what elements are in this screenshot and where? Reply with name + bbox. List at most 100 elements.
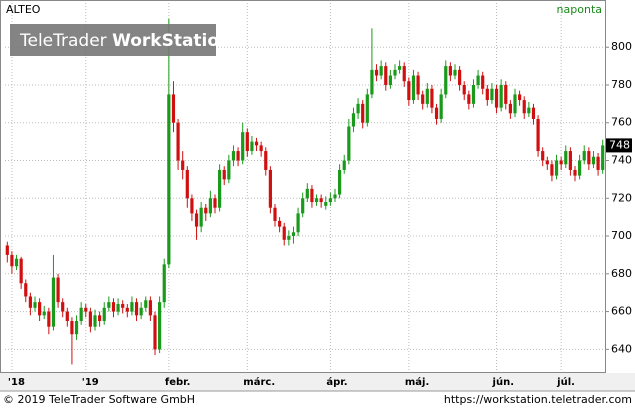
candle-body: [481, 75, 485, 89]
candle-body: [374, 69, 379, 76]
x-tick-label: '18: [8, 377, 25, 388]
watermark: TeleTrader WorkStation: [19, 31, 231, 51]
candle-body: [130, 302, 134, 312]
candle-body: [494, 88, 499, 108]
candle-body: [291, 232, 296, 237]
x-tick-label: jún.: [492, 376, 514, 388]
candle-body: [462, 84, 466, 95]
candle-body: [38, 302, 42, 316]
candle-body: [33, 302, 37, 308]
candle-body: [333, 194, 337, 199]
candle-body: [351, 113, 356, 127]
x-tick-label: ápr.: [326, 376, 347, 388]
candle-body: [582, 151, 586, 161]
candle-body: [236, 151, 240, 161]
candle-body: [176, 122, 180, 161]
candle-body: [171, 94, 176, 123]
candle-body: [430, 88, 434, 108]
candle-body: [116, 304, 120, 312]
candle-body: [393, 69, 397, 76]
chart-title: ALTEO: [6, 3, 41, 16]
candle-body: [70, 321, 74, 335]
candle-body: [74, 321, 79, 335]
candle-body: [444, 66, 448, 95]
candle-body: [79, 307, 83, 322]
candle-body: [370, 69, 374, 95]
candle-body: [65, 311, 69, 322]
candle-body: [338, 169, 342, 195]
candle-body: [518, 94, 522, 101]
candle-body: [213, 198, 217, 208]
candle-body: [425, 88, 429, 104]
y-tick-label: 700: [611, 229, 632, 242]
candle-body: [93, 315, 97, 327]
candle-body: [587, 151, 591, 165]
candle-body: [250, 141, 254, 152]
x-tick-label: márc.: [243, 376, 275, 388]
y-tick-label: 720: [611, 191, 632, 204]
candle-body: [24, 283, 28, 297]
candle-body: [305, 188, 309, 199]
candle-body: [342, 160, 346, 170]
candle-body: [153, 315, 157, 350]
candle-body: [222, 169, 226, 180]
candle-body: [296, 213, 300, 233]
candle-body: [458, 69, 462, 85]
last-price-box: [606, 138, 632, 153]
candle-body: [319, 198, 323, 203]
interval: naponta: [557, 3, 602, 16]
candle-body: [508, 103, 512, 114]
candle-body: [541, 151, 545, 161]
candle-body: [10, 254, 14, 267]
candle-body: [264, 151, 268, 170]
y-tick-label: 760: [611, 116, 632, 129]
candle-body: [51, 277, 56, 327]
candle-body: [278, 220, 282, 227]
candle-body: [56, 277, 60, 303]
candle-body: [347, 126, 351, 161]
candle-body: [204, 207, 208, 214]
footer-right: https://workstation.teletrader.com: [444, 393, 632, 406]
candle-body: [158, 302, 162, 350]
candle-body: [384, 66, 388, 85]
watermark-brand: TeleTrader: [19, 31, 107, 51]
footer-left: © 2019 TeleTrader Software GmbH: [3, 393, 195, 406]
candle-body: [550, 164, 554, 176]
candle-body: [591, 156, 596, 165]
x-tick-label: máj.: [405, 376, 429, 388]
candle-body: [231, 151, 236, 161]
candle-body: [181, 160, 185, 170]
candle-body: [504, 84, 508, 104]
candle-body: [190, 198, 194, 214]
watermark-product: WorkStation: [112, 31, 231, 51]
candle-body: [259, 145, 263, 152]
plot: [5, 0, 605, 372]
candle-body: [287, 236, 291, 240]
candle-body: [328, 198, 332, 203]
candle-body: [439, 94, 443, 119]
candle-body: [208, 198, 212, 214]
candle-body: [573, 169, 577, 176]
candle-body: [47, 311, 51, 327]
candle-body: [324, 202, 328, 206]
candle-body: [411, 75, 416, 101]
candle-body: [388, 75, 392, 85]
candle-body: [310, 188, 314, 203]
candle-body: [453, 69, 457, 76]
candle-body: [527, 107, 531, 114]
candle-body: [513, 94, 517, 114]
candle-body: [522, 100, 526, 114]
candle-body: [5, 245, 9, 255]
candle-body: [194, 213, 199, 227]
candle-body: [301, 198, 305, 214]
candle-body: [227, 160, 231, 180]
last-price-label: 748: [609, 138, 630, 151]
candle-body: [134, 302, 139, 316]
candle-body: [167, 94, 171, 265]
y-tick-label: 660: [611, 305, 632, 318]
candle-body: [365, 94, 369, 123]
x-tick-label: júl.: [556, 376, 575, 388]
candle-body: [139, 307, 143, 316]
